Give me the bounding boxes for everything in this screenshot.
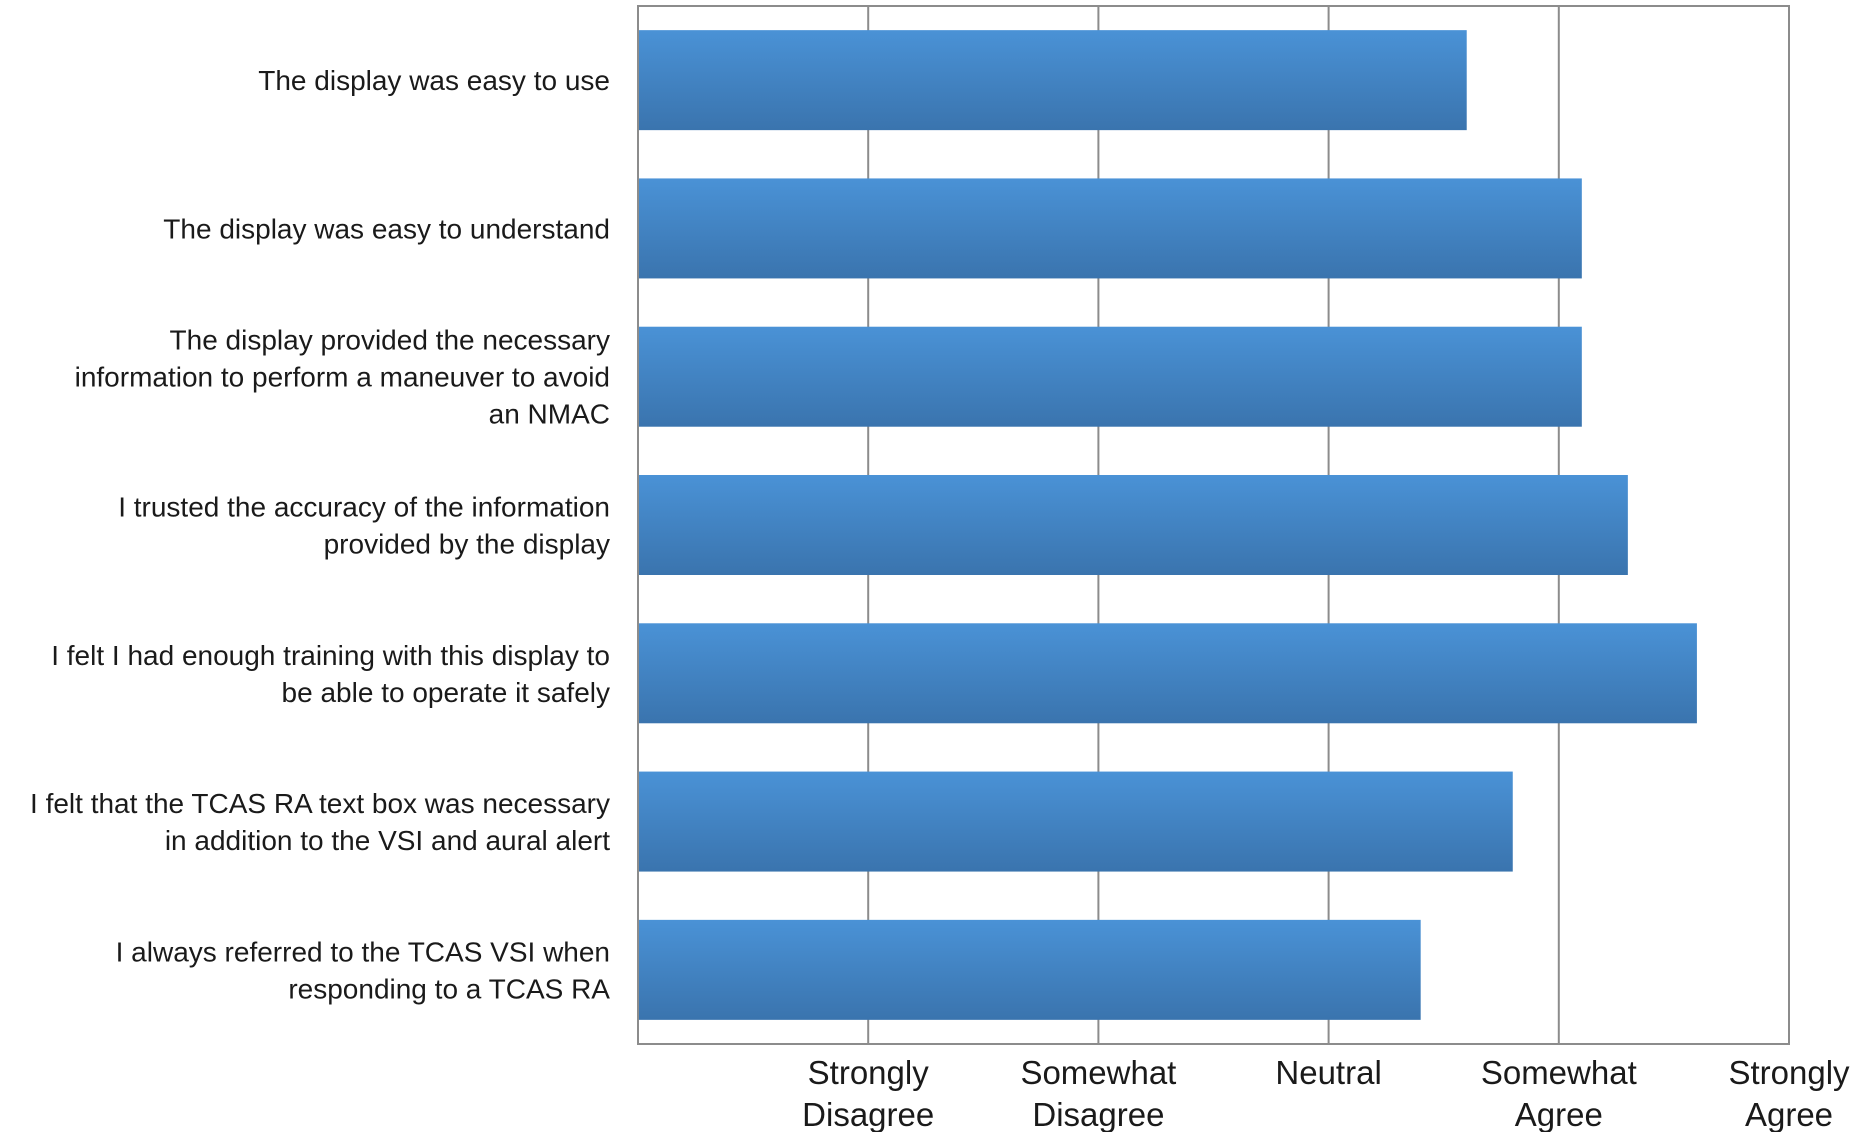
bar bbox=[639, 919, 1421, 1020]
tick-label: Somewhat Disagree bbox=[1020, 1054, 1176, 1132]
tick-label: Strongly Agree bbox=[1728, 1054, 1850, 1132]
category-label: I felt I had enough training with this d… bbox=[51, 640, 610, 708]
bar bbox=[639, 326, 1582, 427]
bar bbox=[639, 178, 1582, 279]
category-label: The display provided the necessary inform… bbox=[75, 325, 610, 430]
bar bbox=[639, 30, 1467, 131]
category-label: I felt that the TCAS RA text box was nec… bbox=[30, 788, 610, 856]
category-label: The display was easy to use bbox=[258, 65, 610, 96]
bars bbox=[639, 30, 1697, 1020]
tick-label: Neutral bbox=[1275, 1054, 1381, 1091]
category-label: The display was easy to understand bbox=[163, 213, 610, 244]
category-label: I always referred to the TCAS VSI when re… bbox=[116, 936, 611, 1004]
bar bbox=[639, 623, 1697, 724]
bar bbox=[639, 475, 1628, 575]
bar bbox=[639, 771, 1513, 872]
plot-area-frame bbox=[637, 5, 1790, 1045]
tick-label: Somewhat Agree bbox=[1481, 1054, 1637, 1132]
category-labels: The display was easy to use The display w… bbox=[30, 65, 610, 1004]
x-axis-tick-labels: Strongly Disagree Somewhat Disagree Neutral S… bbox=[802, 1054, 1850, 1132]
tick-label: Strongly Disagree bbox=[802, 1054, 934, 1132]
category-label: I trusted the accuracy of the informatio… bbox=[118, 492, 610, 560]
